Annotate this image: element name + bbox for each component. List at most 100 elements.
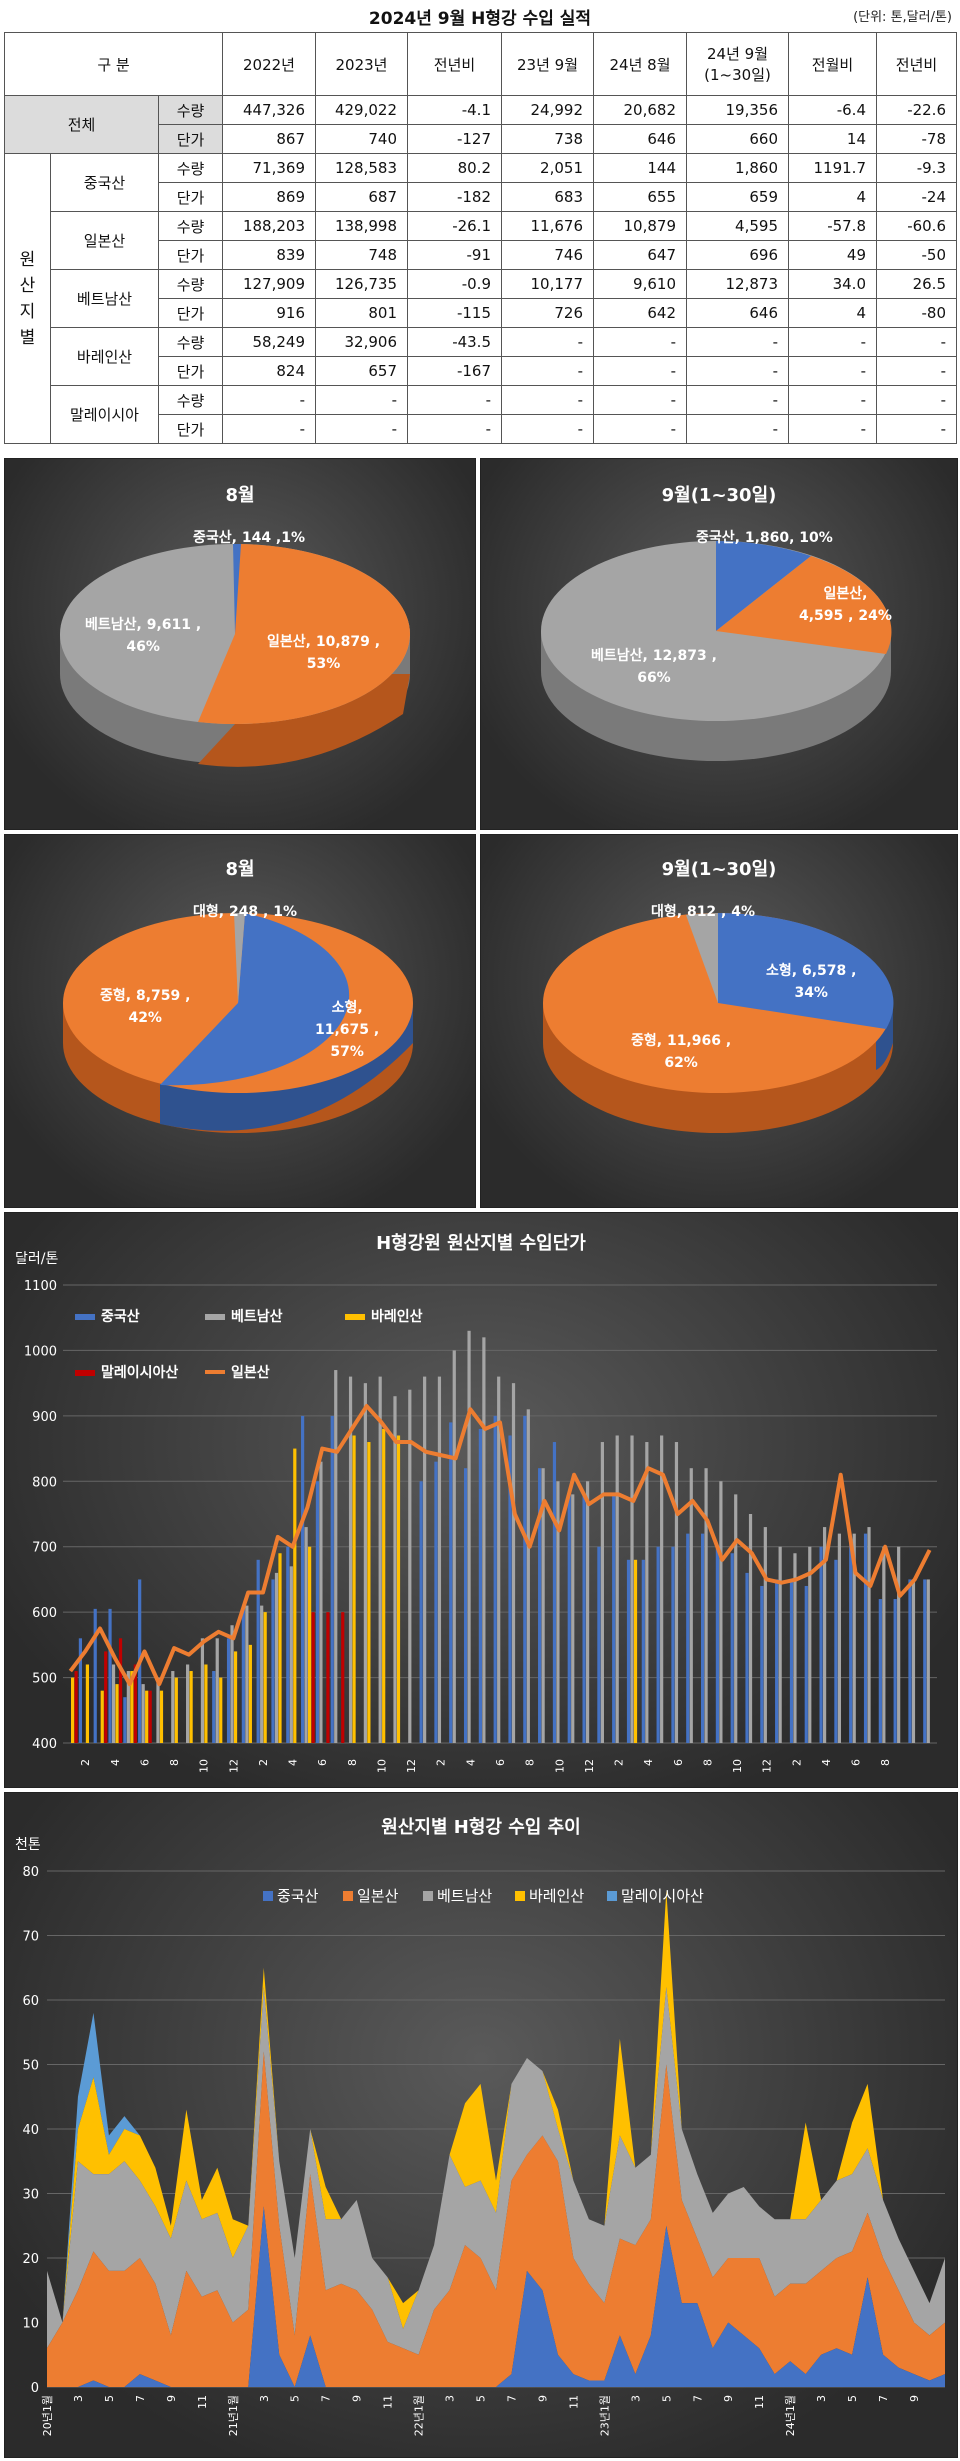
qty-label: 수량 xyxy=(158,153,223,183)
value-cell: -57.8 xyxy=(788,211,877,241)
value-cell: -4.1 xyxy=(407,95,502,125)
x-tick-label: 9 xyxy=(908,2395,921,2402)
legend-label: 일본산 xyxy=(231,1364,270,1381)
x-tick-label: 2 xyxy=(257,1759,270,1766)
total-label: 전체 xyxy=(4,95,159,154)
y-tick-label: 10 xyxy=(22,2317,39,2332)
bar-중국산 xyxy=(271,1579,275,1743)
bar-중국산 xyxy=(419,1481,423,1743)
legend-swatch xyxy=(75,1370,95,1376)
bar-중국산 xyxy=(819,1546,823,1743)
pie-slice-china xyxy=(716,541,811,631)
bar-베트남산 xyxy=(808,1546,812,1743)
bar-말레이시아산 xyxy=(104,1651,108,1743)
bar-중국산 xyxy=(641,1559,645,1743)
x-tick-label: 5 xyxy=(103,2395,116,2402)
bar-베트남산 xyxy=(511,1383,516,1743)
value-cell: - xyxy=(222,385,316,415)
value-cell: 127,909 xyxy=(222,269,316,299)
value-cell: - xyxy=(876,327,957,357)
bar-중국산 xyxy=(330,1415,334,1743)
bar-중국산 xyxy=(582,1494,586,1743)
value-cell: 647 xyxy=(593,240,687,270)
value-cell: -6.4 xyxy=(788,95,877,125)
x-tick-label: 8 xyxy=(346,1759,359,1766)
x-tick-label: 12 xyxy=(761,1759,774,1773)
bar-중국산 xyxy=(789,1579,794,1743)
bar-베트남산 xyxy=(630,1435,634,1743)
origin-name: 바레인산 xyxy=(50,327,159,386)
value-cell: 916 xyxy=(222,298,316,328)
pie-label-vietnam: 베트남산, 12,873 , 66% xyxy=(591,648,717,686)
x-tick-label: 7 xyxy=(877,2395,890,2402)
y-tick-label: 60 xyxy=(22,1994,39,2009)
value-cell: - xyxy=(876,385,957,415)
bar-베트남산 xyxy=(778,1546,782,1743)
value-cell: 4 xyxy=(788,298,877,328)
value-cell: - xyxy=(876,356,957,386)
bar-중국산 xyxy=(671,1546,675,1743)
bar-중국산 xyxy=(538,1468,542,1743)
bar-바레인산 xyxy=(248,1644,252,1743)
value-cell: - xyxy=(593,414,687,444)
bar-바레인산 xyxy=(174,1677,178,1743)
bar-베트남산 xyxy=(348,1376,353,1743)
unit-note: (단위: 톤,달러/톤) xyxy=(853,10,952,25)
bar-바레인산 xyxy=(130,1671,134,1743)
value-cell: - xyxy=(501,356,594,386)
legend-label: 중국산 xyxy=(277,1887,319,1905)
pie-size-aug xyxy=(63,913,413,1133)
bar-베트남산 xyxy=(526,1409,530,1743)
x-tick-label: 5 xyxy=(475,2395,488,2402)
bar-말레이시아산 xyxy=(341,1612,345,1743)
value-cell: 839 xyxy=(222,240,316,270)
bar-바레인산 xyxy=(396,1435,401,1743)
col-header-mom: 전월비 xyxy=(788,32,877,96)
bar-베트남산 xyxy=(393,1396,397,1743)
bar-중국산 xyxy=(315,1481,320,1743)
x-tick-label: 4 xyxy=(464,1759,477,1766)
qty-label: 수량 xyxy=(158,385,223,415)
bar-중국산 xyxy=(804,1585,808,1743)
bar-바레인산 xyxy=(71,1677,75,1743)
bar-베트남산 xyxy=(304,1527,308,1743)
bar-바레인산 xyxy=(367,1442,371,1743)
x-tick-label: 6 xyxy=(138,1759,151,1766)
bar-베트남산 xyxy=(556,1481,560,1743)
x-tick-label: 6 xyxy=(850,1759,863,1766)
value-cell: 10,177 xyxy=(501,269,594,299)
chart-title: 원산지별 H형강 수입 추이 xyxy=(381,1816,580,1838)
x-tick-label: 8 xyxy=(168,1759,181,1766)
bar-베트남산 xyxy=(704,1468,708,1743)
bar-중국산 xyxy=(863,1533,868,1743)
report-header: 2024년 9월 H형강 수입 실적 (단위: 톤,달러/톤) xyxy=(0,0,960,32)
bar-베트남산 xyxy=(926,1579,930,1743)
bar-중국산 xyxy=(493,1415,497,1743)
value-cell: 26.5 xyxy=(876,269,957,299)
value-cell: - xyxy=(593,327,687,357)
bar-중국산 xyxy=(626,1559,631,1743)
x-tick-label: 10 xyxy=(731,1759,744,1773)
x-tick-label: 9 xyxy=(722,2395,735,2402)
x-tick-label: 10 xyxy=(375,1759,388,1773)
legend-swatch xyxy=(607,1891,617,1901)
y-tick-label: 600 xyxy=(32,1606,57,1621)
legend-label: 일본산 xyxy=(357,1887,399,1905)
bar-베트남산 xyxy=(867,1527,871,1743)
price-label: 단가 xyxy=(158,414,223,444)
bar-중국산 xyxy=(745,1572,749,1743)
x-tick-label: 12 xyxy=(405,1759,418,1773)
legend-swatch xyxy=(423,1891,433,1901)
bar-중국산 xyxy=(523,1415,527,1743)
x-tick-label: 8 xyxy=(524,1759,537,1766)
legend-swatch xyxy=(263,1891,273,1901)
origin-name: 말레이시아 xyxy=(50,385,159,444)
value-cell: 10,879 xyxy=(593,211,687,241)
x-tick-label: 9 xyxy=(536,2395,549,2402)
pie-slice-small xyxy=(160,913,350,1086)
value-cell: -115 xyxy=(407,298,502,328)
bar-중국산 xyxy=(108,1608,112,1743)
bar-베트남산 xyxy=(230,1625,234,1743)
value-cell: 655 xyxy=(593,182,687,212)
x-tick-label: 6 xyxy=(316,1759,329,1766)
